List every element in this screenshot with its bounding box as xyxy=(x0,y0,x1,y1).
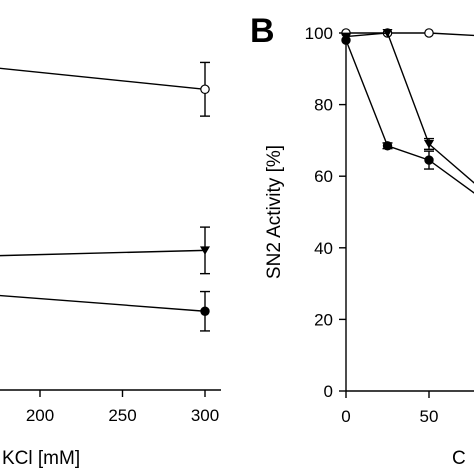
panel-b-triangle-series-point xyxy=(424,139,434,149)
panel-b-x-tick-label: 0 xyxy=(341,407,350,426)
panel-b-y-tick-label: 80 xyxy=(314,96,333,115)
panel-a-x-axis-label: KCl [mM] xyxy=(2,448,80,469)
panel-b-y-tick-label: 0 xyxy=(324,382,333,401)
panel-b-y-axis-label: SN2 Activity [%] xyxy=(264,145,285,279)
panel-b-open-circle-series-line xyxy=(346,32,474,37)
panel-b-triangle-series-point xyxy=(382,29,393,38)
panel-b-y-tick-label: 60 xyxy=(314,167,333,186)
panel-b-y-tick-label: 100 xyxy=(305,24,333,43)
panel-b-open-circle-series-point xyxy=(424,28,434,38)
panel-b-label: B xyxy=(250,12,275,50)
panel-a-x-tick-label: 250 xyxy=(108,406,136,425)
panel-b-x-axis-label: C xyxy=(452,448,466,469)
panel-b-y-tick-label: 40 xyxy=(314,239,333,258)
panel-a-open-circle-series-point xyxy=(200,84,210,95)
panel-a-triangle-series-line xyxy=(0,249,206,257)
panel-b-chart: 0 20 40 60 80 100 0 50 C SN2 Activity [%] xyxy=(264,24,474,469)
panel-a-filled-circle-series-line xyxy=(0,294,206,312)
panel-b-filled-circle-series-point xyxy=(382,141,393,151)
panel-b-filled-circle-series-line xyxy=(345,39,474,194)
panel-a-x-tick-label: 300 xyxy=(191,406,219,425)
panel-b-filled-circle-series-point xyxy=(424,155,434,165)
panel-b-x-tick-label: 50 xyxy=(420,407,439,426)
panel-a-open-circle-series-line xyxy=(0,67,206,90)
panel-a-filled-circle-series-point xyxy=(200,306,210,316)
panel-a-x-tick-label: 200 xyxy=(26,406,54,425)
panel-b-y-tick-label: 20 xyxy=(314,310,333,329)
panel-a-chart: 200 250 300 KCl [mM] xyxy=(0,61,221,469)
panel-b-filled-circle-series-point xyxy=(341,35,351,45)
panel-a-triangle-series-point xyxy=(200,246,210,255)
panel-b-triangle-series-line xyxy=(345,32,474,184)
